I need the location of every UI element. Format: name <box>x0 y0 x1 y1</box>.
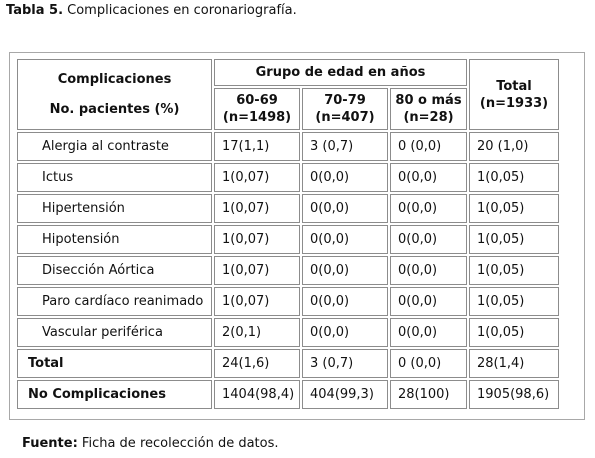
row-label: Hipotensión <box>17 225 212 254</box>
cell-60-69: 1(0,07) <box>214 256 300 285</box>
age-range: 70-79 <box>324 93 366 108</box>
table-row: Hipotensión 1(0,07) 0(0,0) 0(0,0) 1(0,05… <box>17 225 559 254</box>
row-label: Paro cardíaco reanimado <box>17 287 212 316</box>
cell-60-69: 1(0,07) <box>214 287 300 316</box>
cell-total: 1(0,05) <box>469 318 559 347</box>
age-range: 60-69 <box>236 93 278 108</box>
cell-total: 1(0,05) <box>469 225 559 254</box>
cell-70-79: 3 (0,7) <box>302 132 388 161</box>
cell-80-plus: 0(0,0) <box>390 225 467 254</box>
cell-60-69: 17(1,1) <box>214 132 300 161</box>
table-row: Alergia al contraste 17(1,1) 3 (0,7) 0 (… <box>17 132 559 161</box>
cell-70-79: 0(0,0) <box>302 318 388 347</box>
complications-table: Complicaciones No. pacientes (%) Grupo d… <box>15 57 561 411</box>
header-age-70-79: 70-79 (n=407) <box>302 88 388 130</box>
cell-70-79: 0(0,0) <box>302 287 388 316</box>
table-row: Paro cardíaco reanimado 1(0,07) 0(0,0) 0… <box>17 287 559 316</box>
cell-70-79: 3 (0,7) <box>302 349 388 378</box>
cell-60-69: 1(0,07) <box>214 163 300 192</box>
table-row: Vascular periférica 2(0,1) 0(0,0) 0(0,0)… <box>17 318 559 347</box>
cell-80-plus: 0 (0,0) <box>390 132 467 161</box>
total-row: Total 24(1,6) 3 (0,7) 0 (0,0) 28(1,4) <box>17 349 559 378</box>
header-pacientes-label: No. pacientes (%) <box>49 101 180 117</box>
table-frame <box>9 52 585 420</box>
age-n: (n=1498) <box>222 110 292 125</box>
header-age-60-69: 60-69 (n=1498) <box>214 88 300 130</box>
row-label: Alergia al contraste <box>17 132 212 161</box>
source-text: Ficha de recolección de datos. <box>77 436 279 451</box>
cell-total: 1(0,05) <box>469 287 559 316</box>
table-row: Hipertensión 1(0,07) 0(0,0) 0(0,0) 1(0,0… <box>17 194 559 223</box>
cell-60-69: 1(0,07) <box>214 194 300 223</box>
no-complications-label: No Complicaciones <box>17 380 212 409</box>
cell-total: 1(0,05) <box>469 256 559 285</box>
caption-number: Tabla 5. <box>6 3 64 18</box>
age-range: 80 o más <box>395 93 462 108</box>
total-row-label: Total <box>17 349 212 378</box>
header-total-label: Total <box>496 78 532 94</box>
cell-70-79: 404(99,3) <box>302 380 388 409</box>
table-row: Ictus 1(0,07) 0(0,0) 0(0,0) 1(0,05) <box>17 163 559 192</box>
row-label: Hipertensión <box>17 194 212 223</box>
cell-70-79: 0(0,0) <box>302 194 388 223</box>
cell-80-plus: 0 (0,0) <box>390 349 467 378</box>
cell-60-69: 24(1,6) <box>214 349 300 378</box>
row-label: Disección Aórtica <box>17 256 212 285</box>
cell-60-69: 1404(98,4) <box>214 380 300 409</box>
cell-80-plus: 0(0,0) <box>390 256 467 285</box>
header-total: Total (n=1933) <box>469 59 559 130</box>
cell-80-plus: 0(0,0) <box>390 163 467 192</box>
header-age-80-plus: 80 o más (n=28) <box>390 88 467 130</box>
source-note: Fuente: Ficha de recolección de datos. <box>22 436 279 451</box>
source-label: Fuente: <box>22 436 78 451</box>
cell-80-plus: 0(0,0) <box>390 318 467 347</box>
no-complications-row: No Complicaciones 1404(98,4) 404(99,3) 2… <box>17 380 559 409</box>
cell-80-plus: 0(0,0) <box>390 287 467 316</box>
header-grupo-edad: Grupo de edad en años <box>214 59 467 86</box>
header-complicaciones-label: Complicaciones <box>57 71 172 87</box>
row-label: Ictus <box>17 163 212 192</box>
caption-text: Complicaciones en coronariografía. <box>63 3 297 18</box>
row-label: Vascular periférica <box>17 318 212 347</box>
cell-60-69: 1(0,07) <box>214 225 300 254</box>
cell-70-79: 0(0,0) <box>302 225 388 254</box>
cell-total: 1(0,05) <box>469 194 559 223</box>
age-n: (n=28) <box>403 110 454 125</box>
table-caption: Tabla 5. Complicaciones en coronariograf… <box>6 3 297 18</box>
age-n: (n=407) <box>315 110 375 125</box>
cell-70-79: 0(0,0) <box>302 163 388 192</box>
header-total-n: (n=1933) <box>479 95 549 111</box>
cell-total: 20 (1,0) <box>469 132 559 161</box>
table-row: Disección Aórtica 1(0,07) 0(0,0) 0(0,0) … <box>17 256 559 285</box>
cell-80-plus: 0(0,0) <box>390 194 467 223</box>
cell-total: 1905(98,6) <box>469 380 559 409</box>
cell-total: 1(0,05) <box>469 163 559 192</box>
header-complicaciones: Complicaciones No. pacientes (%) <box>17 59 212 130</box>
cell-60-69: 2(0,1) <box>214 318 300 347</box>
cell-total: 28(1,4) <box>469 349 559 378</box>
cell-70-79: 0(0,0) <box>302 256 388 285</box>
cell-80-plus: 28(100) <box>390 380 467 409</box>
